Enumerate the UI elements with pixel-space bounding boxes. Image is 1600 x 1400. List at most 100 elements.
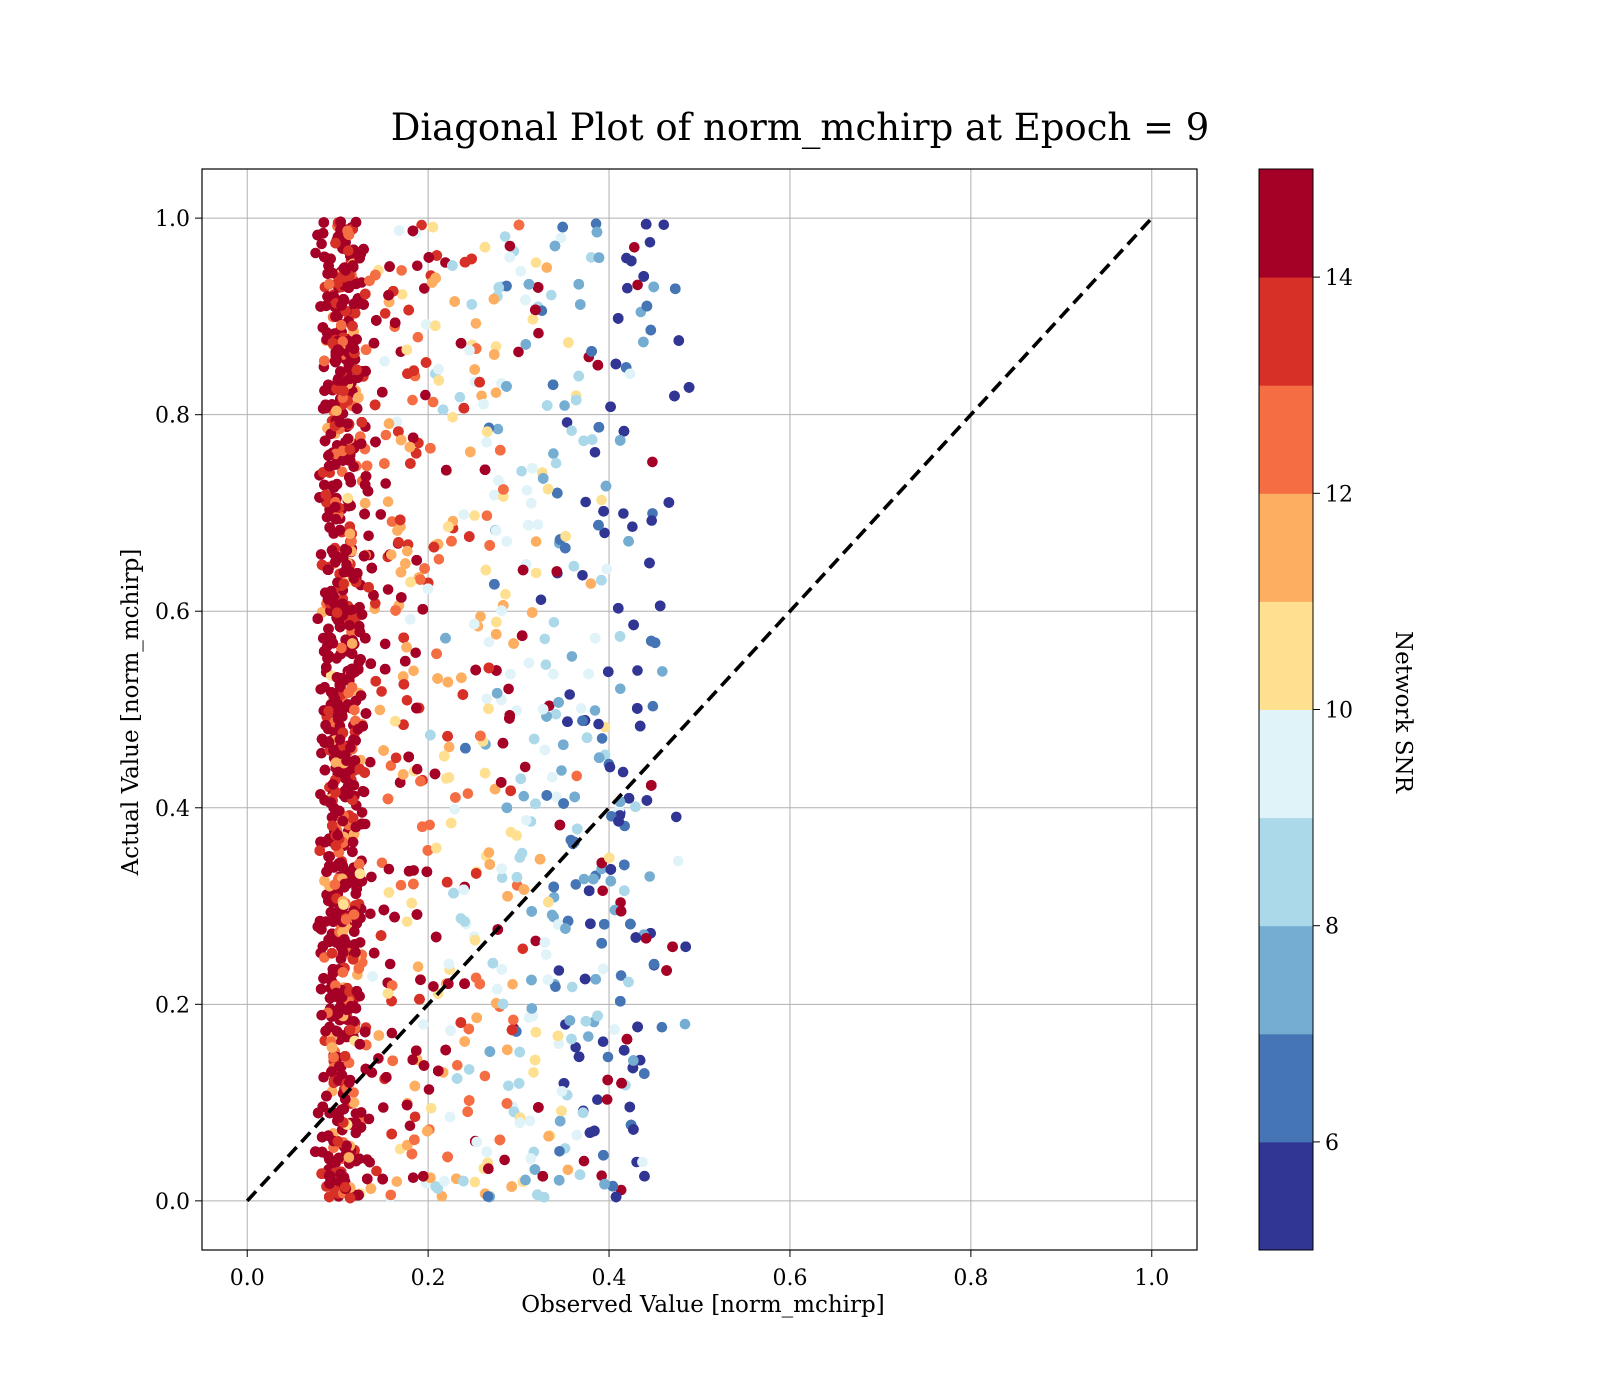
scatter-point [459,1036,471,1047]
scatter-point [330,556,341,568]
scatter-point [680,941,691,953]
scatter-point [550,708,562,720]
scatter-point [407,225,419,237]
scatter-point [530,536,542,547]
scatter-point [532,282,544,293]
scatter-point [585,578,597,589]
scatter-point [489,489,500,501]
scatter-point [316,1146,328,1158]
scatter-point [316,733,328,745]
scatter-point [648,958,660,970]
scatter-point [343,1152,355,1163]
scatter-point [658,219,670,231]
colorbar-segment [1259,817,1313,927]
scatter-point [333,1061,345,1072]
scatter-point [330,311,341,322]
scatter-point [343,245,354,256]
scatter-point [513,1078,525,1089]
scatter-point [337,815,349,827]
scatter-point [539,744,551,756]
scatter-point [524,1115,536,1127]
scatter-point [496,863,507,875]
colorbar-segment [1259,601,1313,710]
scatter-point [354,602,365,613]
scatter-point [533,1102,544,1113]
scatter-point [410,647,422,659]
scatter-point [514,1046,525,1058]
scatter-point [370,598,381,609]
scatter-point [341,765,353,777]
scatter-point [422,845,434,856]
scatter-point [578,1155,590,1167]
scatter-point [478,398,489,410]
scatter-point [535,594,547,606]
scatter-point [523,657,535,669]
scatter-point [356,807,368,818]
scatter-point [347,836,359,848]
scatter-point [603,666,614,678]
scatter-point [624,368,636,380]
scatter-point [552,1030,564,1042]
scatter-point [326,1066,337,1077]
scatter-point [428,981,439,992]
scatter-point [317,941,329,952]
scatter-point [489,783,501,795]
scatter-point [673,335,685,346]
colorbar-segment [1259,1141,1313,1251]
scatter-point [339,1181,351,1193]
scatter-point [338,385,349,397]
scatter-point [440,632,451,644]
scatter-point [376,686,387,697]
scatter-point [463,1023,475,1035]
scatter-point [327,779,339,790]
scatter-point [615,996,626,1007]
y-axis-label: Actual Value [norm_mchirp] [118,549,144,877]
scatter-point [329,879,341,890]
scatter-point [589,705,601,716]
scatter-point [433,1065,444,1077]
scatter-point [629,242,640,253]
scatter-point [593,252,605,263]
scatter-point [335,1168,346,1180]
scatter-point [614,435,626,446]
scatter-point [560,923,571,934]
scatter-point [342,493,354,504]
scatter-point [334,734,346,745]
scatter-point [378,745,389,756]
scatter-point [338,899,349,910]
scatter-point [578,435,589,447]
scatter-point [442,731,453,742]
scatter-point [469,364,481,375]
scatter-point [323,623,334,635]
scatter-point [569,791,580,803]
scatter-point [517,943,529,955]
scatter-point [647,456,658,468]
scatter-point [571,770,582,782]
y-tick-label: 0.0 [155,1190,190,1215]
scatter-point [406,1148,418,1160]
scatter-point [459,978,470,989]
scatter-point [458,402,470,414]
scatter-point [607,1180,619,1192]
scatter-point [353,392,364,403]
scatter-point [463,1064,475,1075]
scatter-point [336,466,348,478]
scatter-point [389,911,400,923]
scatter-point [470,664,482,676]
scatter-point [548,881,559,893]
scatter-point [515,773,527,785]
scatter-point [314,845,326,856]
scatter-point [671,811,682,823]
scatter-point [415,775,426,787]
scatter-point [528,1067,539,1078]
scatter-point [511,872,523,883]
scatter-point [497,998,509,1010]
scatter-point [548,617,560,628]
scatter-point [612,313,624,324]
scatter-point [378,1102,389,1113]
scatter-point [401,641,412,653]
scatter-point [641,300,653,312]
scatter-point [638,336,649,348]
scatter-point [332,277,344,289]
